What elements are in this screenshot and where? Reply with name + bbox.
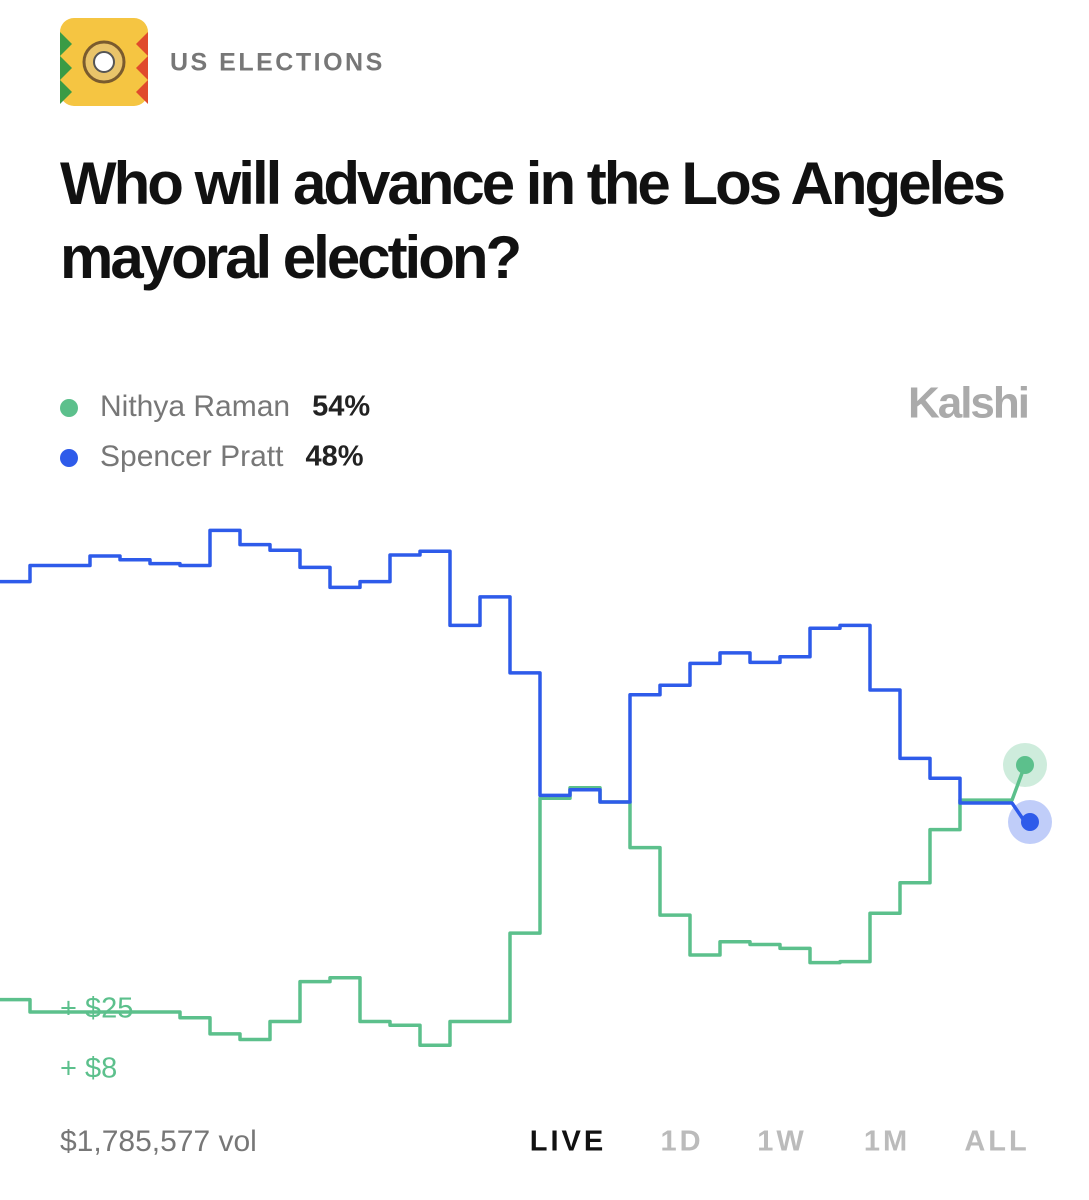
legend-value: 54% [312,391,370,423]
range-button[interactable]: ALL [964,1126,1029,1158]
volume: $1,785,577 vol [60,1125,257,1158]
series-line [0,764,1027,1047]
chart-title: Who will advance in the Los Angeles mayo… [60,150,1017,291]
legend-label: Nithya Raman [100,390,290,423]
logo [60,18,148,106]
series-line [0,528,1027,823]
legend-marker [60,399,78,417]
range-button[interactable]: LIVE [530,1126,606,1158]
title-line: Who will advance in the Los Angeles [60,150,1004,217]
range-button[interactable]: 1D [660,1126,703,1158]
range-button[interactable]: 1M [864,1126,910,1158]
range-button[interactable]: 1W [757,1126,807,1158]
watermark: Kalshi [908,379,1028,428]
legend-marker [60,449,78,467]
legend-label: Spencer Pratt [100,440,284,473]
category: US ELECTIONS [170,49,385,77]
legend-value: 48% [305,441,363,473]
annotation: + $8 [60,1053,117,1085]
end-point [1016,756,1034,774]
title-line: mayoral election? [60,224,520,291]
end-point [1021,813,1039,831]
annotation: + $25 [60,993,133,1025]
